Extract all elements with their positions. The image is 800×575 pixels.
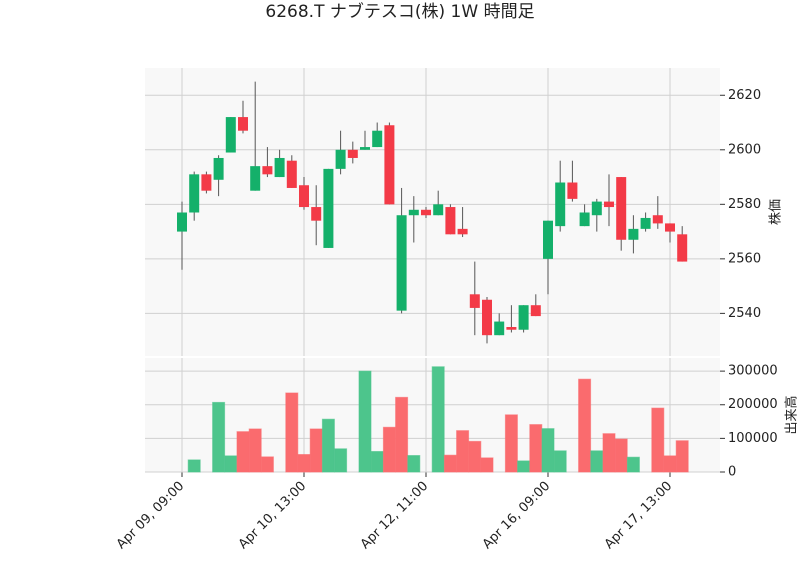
candle-body <box>372 130 383 148</box>
candle-body <box>421 209 431 216</box>
candle-body <box>469 294 480 308</box>
volume-bar <box>626 456 640 473</box>
candle-body <box>262 166 273 175</box>
volume-axis-label: 出来高 <box>784 395 800 434</box>
candle-body <box>213 157 224 180</box>
candle-body <box>518 305 529 330</box>
candle-body <box>604 201 614 208</box>
volume-bar <box>480 457 494 473</box>
x-tick-label: Apr 12, 11:00 <box>358 479 431 552</box>
volume-bar <box>358 370 372 473</box>
candle-body <box>408 209 419 216</box>
candle-body <box>201 174 212 191</box>
y-tick-label: 2600 <box>728 142 761 157</box>
volume-bar <box>578 378 592 473</box>
candle-body <box>506 327 517 330</box>
candle-body <box>555 182 566 227</box>
candle-body <box>640 217 651 229</box>
y-tick-label: 2620 <box>728 88 761 103</box>
volume-tick-label: 100000 <box>728 431 778 446</box>
candle-body <box>311 207 322 221</box>
volume-tick-label: 0 <box>728 465 736 480</box>
volume-bar <box>541 428 555 473</box>
volume-bar <box>285 392 299 473</box>
volume-bar <box>553 450 567 473</box>
candle-body <box>567 182 578 199</box>
candle-body <box>579 212 590 227</box>
candle-body <box>238 117 248 131</box>
volume-bar <box>187 459 201 473</box>
volume-bar <box>395 396 409 473</box>
volume-bar <box>651 407 665 473</box>
volume-bar <box>602 433 616 473</box>
candle-body <box>286 160 297 188</box>
candle-body <box>274 157 285 178</box>
volume-bar <box>236 431 250 473</box>
candle-body <box>677 234 688 262</box>
volume-bar <box>370 450 384 473</box>
candle-body <box>591 201 602 216</box>
y-tick-label: 2560 <box>728 251 761 266</box>
candle-body <box>299 185 309 208</box>
candle-body <box>396 215 407 311</box>
candle-body <box>189 174 200 213</box>
candle-body <box>543 220 553 259</box>
candle-body <box>433 204 444 216</box>
price-axis-label: 株価 <box>769 199 784 225</box>
candle-body <box>494 321 505 336</box>
volume-bar <box>382 426 396 473</box>
volume-bar <box>468 440 482 473</box>
candle-body <box>530 305 541 317</box>
x-tick-label: Apr 10, 13:00 <box>236 479 309 552</box>
volume-bar <box>309 428 323 473</box>
volume-bar <box>517 460 531 473</box>
candle-body <box>360 147 370 150</box>
volume-bar <box>334 448 348 473</box>
volume-bar <box>224 455 238 473</box>
volume-bar <box>663 455 677 473</box>
volume-tick-label: 300000 <box>728 364 778 379</box>
chart-title: 6268.T ナブテスコ(株) 1W 時間足 <box>265 1 534 22</box>
candle-body <box>335 149 346 169</box>
candle-body <box>482 299 492 336</box>
candle-body <box>323 168 334 248</box>
volume-bar <box>248 428 262 473</box>
candle-body <box>384 125 395 205</box>
volume-bar <box>297 454 311 473</box>
candle-body <box>665 223 675 232</box>
x-tick-label: Apr 16, 09:00 <box>480 479 553 552</box>
volume-bar <box>260 456 274 473</box>
candle-body <box>628 228 639 240</box>
candle-body <box>616 177 627 240</box>
volume-bar <box>529 424 543 473</box>
volume-bar <box>443 454 457 473</box>
y-tick-label: 2580 <box>728 197 761 212</box>
volume-bar <box>590 450 604 473</box>
volume-bar <box>675 440 689 473</box>
volume-bar <box>614 438 628 473</box>
candle-body <box>347 149 358 158</box>
volume-bar <box>431 366 445 473</box>
volume-bar <box>456 430 470 473</box>
volume-bar <box>504 414 518 473</box>
candle-body <box>177 212 187 232</box>
x-tick-label: Apr 09, 09:00 <box>114 479 187 552</box>
candle-body <box>652 215 663 224</box>
volume-bar <box>212 401 226 473</box>
y-tick-label: 2540 <box>728 306 761 321</box>
x-tick-label: Apr 17, 13:00 <box>602 479 675 552</box>
candle-body <box>250 166 261 191</box>
volume-tick-label: 200000 <box>728 397 778 412</box>
candle-body <box>225 117 236 153</box>
candle-body <box>457 228 468 235</box>
candle-body <box>445 207 456 235</box>
volume-bar <box>321 418 335 473</box>
volume-bar <box>407 455 421 473</box>
